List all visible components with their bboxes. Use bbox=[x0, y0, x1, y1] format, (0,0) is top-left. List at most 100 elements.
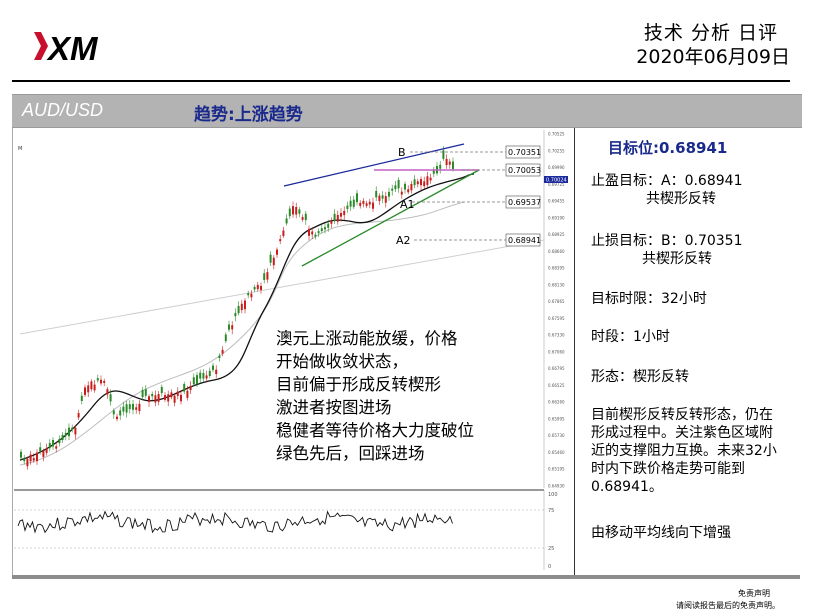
candle-body bbox=[224, 334, 227, 342]
candle-body bbox=[173, 395, 176, 403]
candle-body bbox=[452, 161, 454, 170]
chart-frame bbox=[12, 128, 575, 576]
annotation-line: 开始做收敛状态， bbox=[276, 352, 408, 371]
candle-body bbox=[356, 193, 358, 203]
candle-body bbox=[391, 188, 394, 191]
logo-text: XM bbox=[46, 30, 99, 66]
candle-body bbox=[426, 176, 429, 186]
price-axis: 0.70525 0.70255 0.69990 0.69725 0.69455 0.691… bbox=[548, 132, 565, 489]
candle-body bbox=[359, 202, 362, 206]
candle-body bbox=[269, 254, 272, 263]
stop-loss-sub: 共楔形反转 bbox=[642, 251, 712, 267]
candle-body bbox=[416, 181, 419, 185]
candle-body bbox=[138, 403, 141, 412]
svg-text:0.69537: 0.69537 bbox=[508, 198, 541, 207]
chart-annotation: 澳元上涨动能放缓，价格 开始做收敛状态， 目前偏于形成反转楔形 激进者按图进场 … bbox=[276, 327, 474, 465]
candle-body bbox=[368, 201, 371, 205]
candle-body bbox=[170, 392, 173, 398]
moving-average-fast bbox=[19, 173, 475, 461]
candle-body bbox=[445, 158, 448, 166]
header-divider bbox=[12, 80, 790, 82]
point-label-a2: A2 bbox=[396, 234, 411, 247]
candle-body bbox=[279, 239, 282, 242]
candle-body bbox=[256, 284, 259, 290]
candle-body bbox=[208, 370, 211, 376]
candle-body bbox=[87, 385, 90, 393]
candle-body bbox=[132, 403, 134, 410]
svg-text:0.68941: 0.68941 bbox=[508, 236, 541, 245]
candle-body bbox=[324, 227, 326, 230]
candle-body bbox=[253, 286, 256, 290]
description-line: 目前楔形反转反转形态，仍在 bbox=[591, 407, 773, 423]
description-line: 0.68941。 bbox=[591, 479, 663, 495]
candle-body bbox=[432, 170, 435, 174]
price-label-a1: 0.69537 bbox=[505, 195, 541, 209]
candle-body bbox=[407, 189, 410, 193]
axis-tick-label: 0.69455 bbox=[548, 199, 565, 204]
time-limit: 目标时限：32小时 bbox=[591, 291, 707, 307]
chart-corner-label: M bbox=[18, 146, 22, 152]
annotation-line: 目前偏于形成反转楔形 bbox=[276, 375, 441, 394]
candle-body bbox=[106, 389, 109, 395]
axis-tick-label: 0.69190 bbox=[548, 215, 565, 220]
svg-text:0.70053: 0.70053 bbox=[508, 166, 541, 175]
target-level: 目标位:0.68941 bbox=[608, 139, 728, 157]
report-title: 技术 分析 日评 bbox=[643, 22, 778, 44]
annotation-line: 澳元上涨动能放缓，价格 bbox=[276, 329, 458, 348]
axis-tick-label: 0.67330 bbox=[548, 333, 565, 338]
candle-body bbox=[96, 378, 99, 381]
trend-label: 趋势:上涨趋势 bbox=[194, 105, 303, 125]
description: 目前楔形反转反转形态，仍在 形成过程中。关注紫色区域附 近的支撑阻力互换。未来3… bbox=[591, 406, 777, 496]
candle-body bbox=[71, 427, 74, 430]
candle-body bbox=[442, 150, 445, 159]
candle-body bbox=[55, 446, 58, 449]
candle-body bbox=[384, 196, 387, 203]
axis-tick-label: 0.67595 bbox=[548, 316, 565, 321]
candle-body bbox=[100, 379, 102, 384]
candle-body bbox=[301, 217, 304, 220]
candle-body bbox=[93, 384, 96, 391]
rsi-tick-75: 75 bbox=[548, 508, 554, 514]
candle-body bbox=[148, 396, 150, 402]
candle-body bbox=[29, 454, 32, 462]
candle-body bbox=[205, 375, 208, 379]
candle-body bbox=[77, 413, 80, 418]
annotation-line: 激进者按图进场 bbox=[276, 398, 392, 417]
annotation-line: 稳健者等待价格大力度破位 bbox=[276, 421, 474, 440]
candle-body bbox=[74, 427, 77, 435]
point-label-b: B bbox=[398, 146, 406, 159]
wedge-lower-line bbox=[301, 169, 480, 267]
candle-body bbox=[250, 293, 253, 298]
rsi-tick-100: 100 bbox=[548, 492, 558, 498]
candle-body bbox=[320, 228, 323, 232]
axis-tick-label: 0.68130 bbox=[548, 282, 565, 287]
candle-body bbox=[266, 272, 269, 280]
candle-body bbox=[333, 213, 336, 222]
axis-tick-label: 0.66260 bbox=[548, 400, 565, 405]
candle-body bbox=[247, 293, 250, 296]
rsi-tick-0: 0 bbox=[548, 564, 551, 570]
candle-body bbox=[135, 407, 138, 410]
long-trendline bbox=[19, 239, 545, 335]
candle-body bbox=[141, 390, 144, 398]
pattern: 形态：楔形反转 bbox=[591, 369, 689, 385]
candle-body bbox=[167, 394, 170, 402]
candle-body bbox=[176, 391, 179, 396]
candle-body bbox=[215, 369, 218, 375]
candle-body bbox=[292, 206, 294, 215]
candle-body bbox=[119, 410, 122, 416]
candle-body bbox=[375, 190, 378, 198]
price-label-a2: 0.68941 bbox=[505, 233, 541, 247]
price-label-mid: 0.70053 bbox=[505, 163, 541, 177]
candle-body bbox=[237, 305, 240, 314]
candle-body bbox=[202, 372, 205, 379]
axis-tick-label: 0.69725 bbox=[548, 182, 565, 187]
candle-body bbox=[125, 404, 128, 413]
candle-body bbox=[330, 220, 333, 224]
candle-body bbox=[308, 228, 310, 236]
candle-body bbox=[144, 389, 147, 396]
axis-tick-label: 0.65195 bbox=[548, 467, 565, 472]
candle-body bbox=[272, 257, 275, 266]
current-price-marker bbox=[544, 176, 568, 183]
candle-body bbox=[180, 394, 182, 402]
